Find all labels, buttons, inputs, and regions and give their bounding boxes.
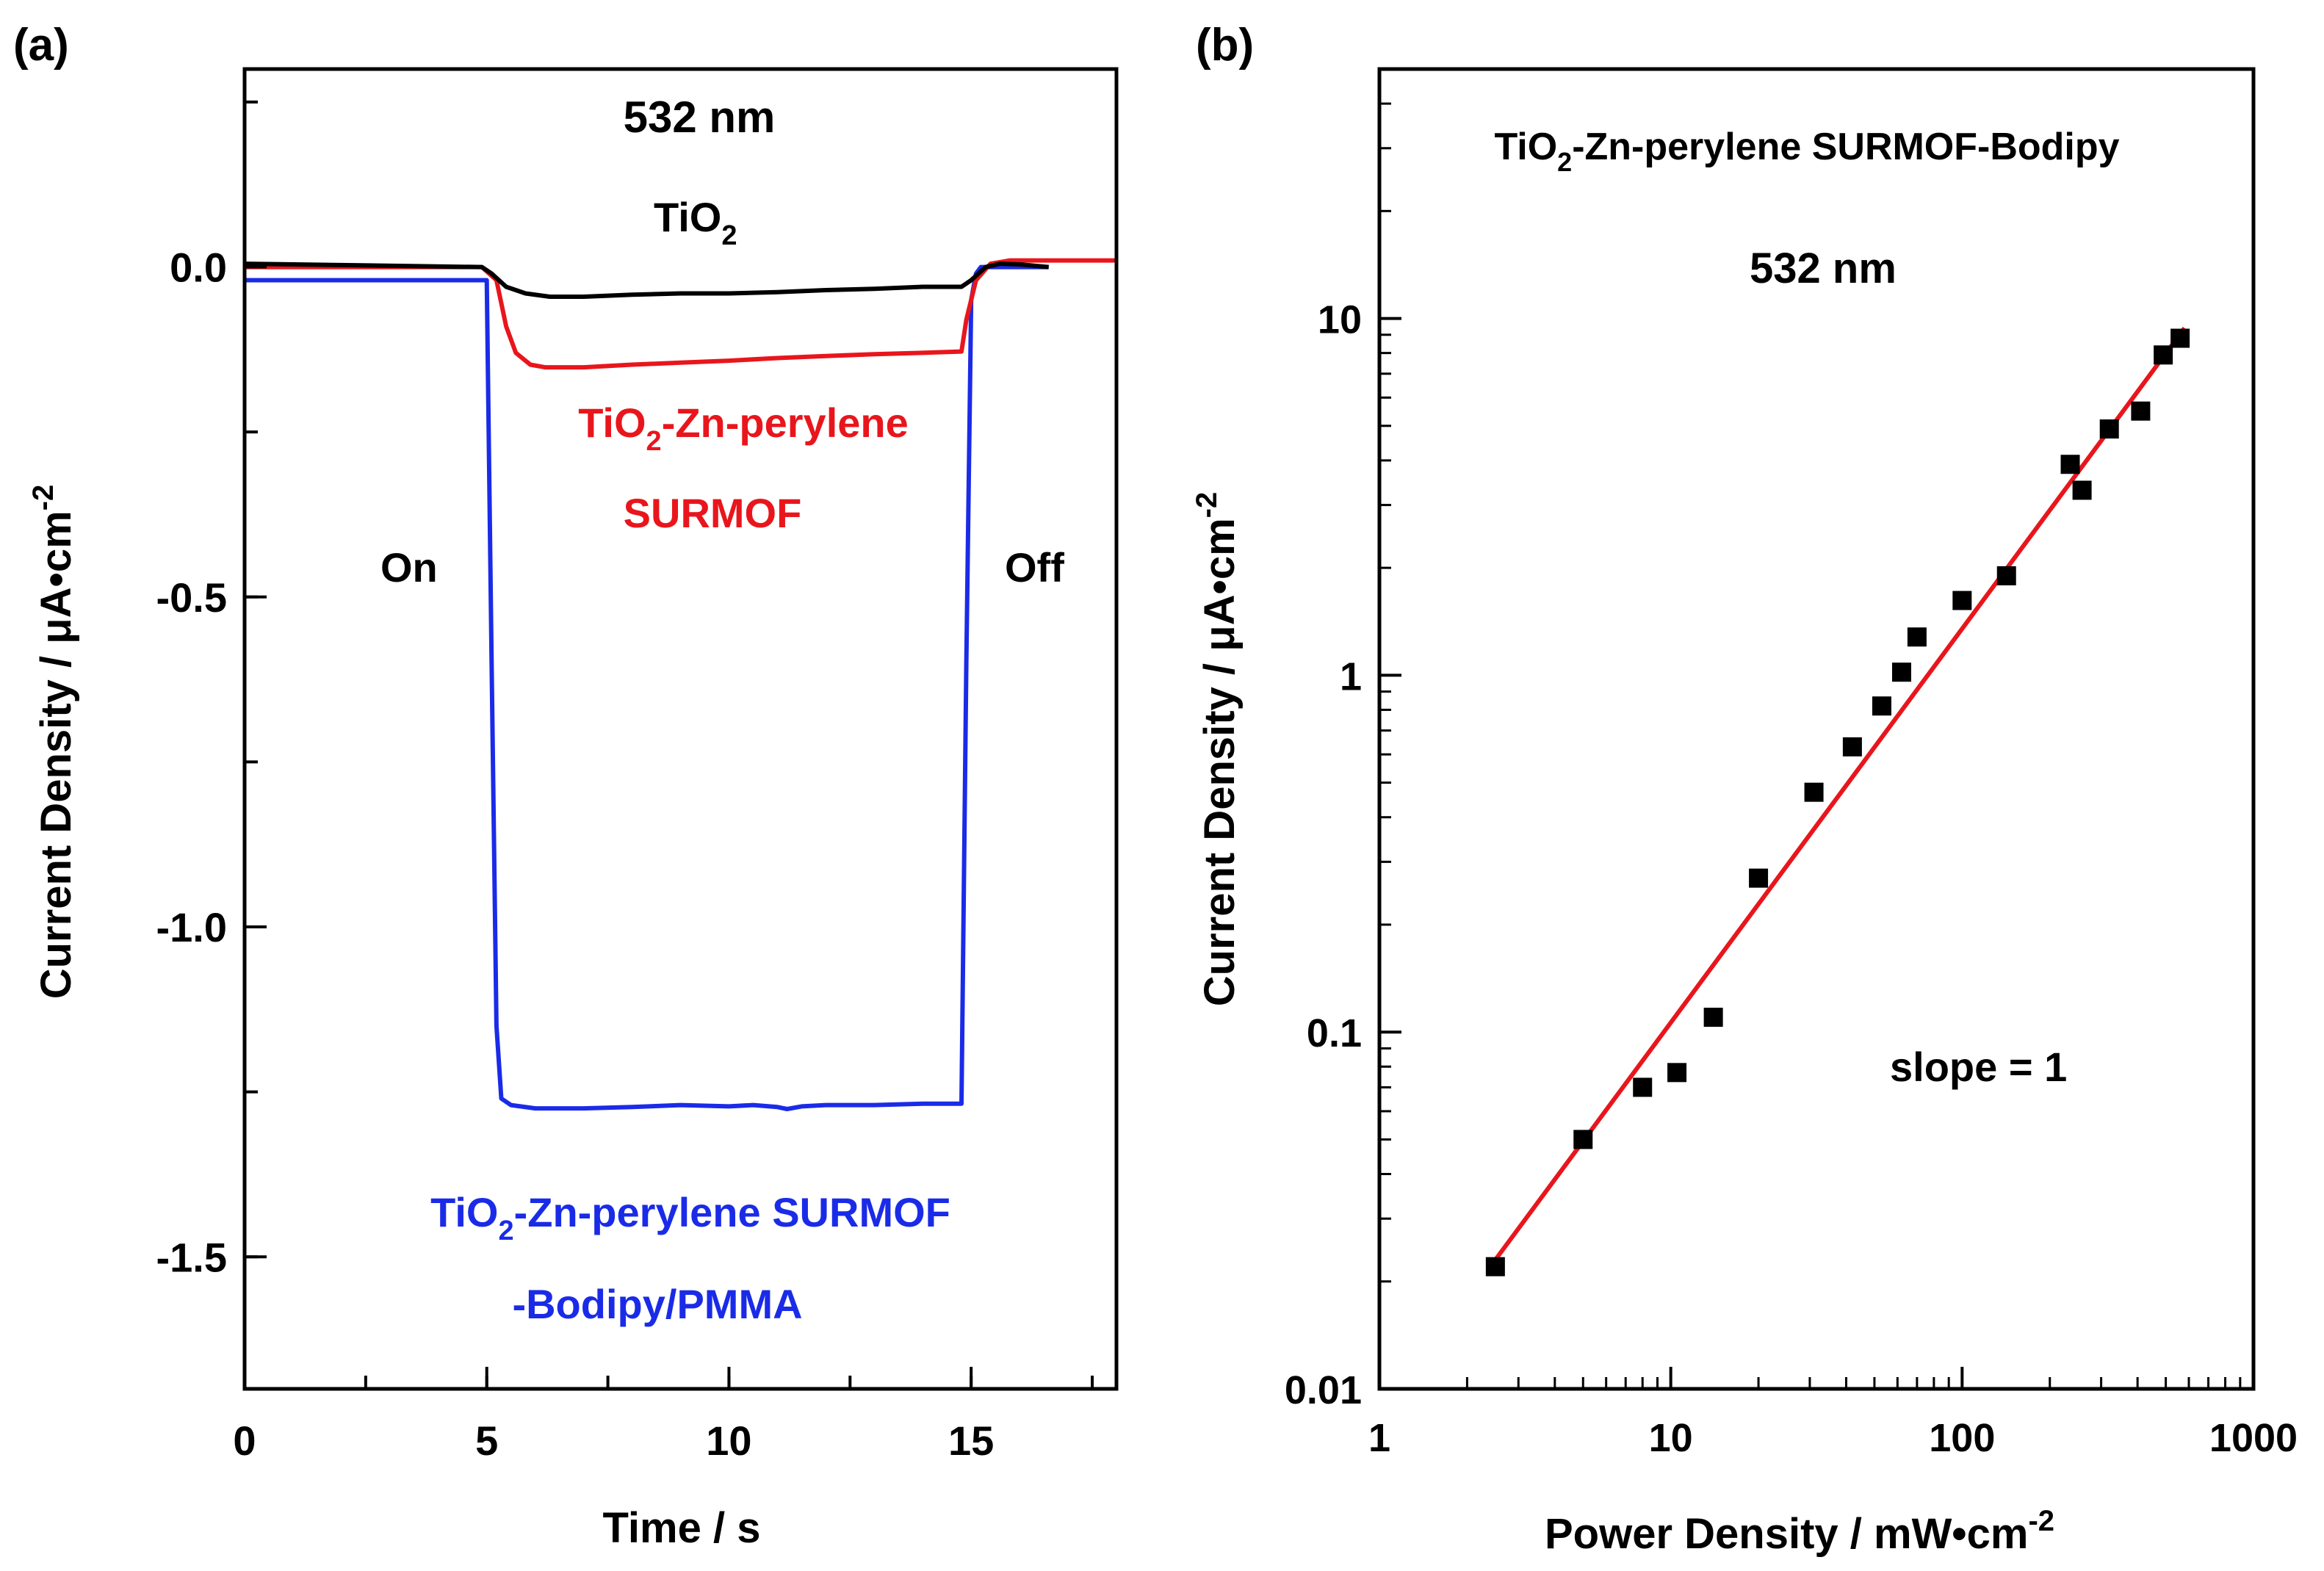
data-point — [1804, 782, 1824, 802]
panel-a-series-label-bodipy-line1: TiO2-Zn-perylene SURMOF — [430, 1189, 950, 1246]
panel-a-y-label-main: Current Density / — [32, 644, 80, 999]
panel-a-x-tick-label: 10 — [706, 1417, 751, 1464]
data-point — [1842, 737, 1862, 756]
panel-a-title: 532 nm — [624, 93, 776, 142]
data-point — [2072, 480, 2092, 500]
panel-a-series-label-surmof-line1: TiO2-Zn-perylene — [578, 400, 909, 457]
panel-a-annotation-off: Off — [1005, 544, 1064, 591]
panel-a-y-tick-label: -1.0 — [156, 904, 228, 950]
panel-b-y-label-unit: μA•cm — [1196, 518, 1244, 651]
surmof-label-base: TiO — [578, 400, 646, 446]
panel-b-x-tick-label: 10 — [1649, 1416, 1693, 1460]
tio2-label-sub: 2 — [721, 220, 737, 251]
data-point — [1485, 1257, 1505, 1276]
panel-a-y-label-unit: μA•cm — [32, 510, 80, 644]
panel-b-x-label-exp: -2 — [2028, 1505, 2054, 1537]
panel-a-series-label-bodipy-line2: -Bodipy/PMMA — [512, 1281, 802, 1327]
data-point — [1952, 591, 1972, 610]
panel-a-axes: 0 5 10 15 0.0 -0.5 -1.0 -1.5 — [156, 100, 1094, 1464]
panel-b-frame — [1377, 67, 2256, 1391]
tio2-label-base: TiO — [654, 194, 721, 240]
panel-a-x-axis-label: Time / s — [603, 1504, 761, 1552]
panel-b-x-tick-label: 100 — [1929, 1416, 1995, 1460]
panel-b-title-base: TiO — [1494, 126, 1557, 168]
data-point — [1907, 627, 1927, 647]
panel-a-label: (a) — [13, 20, 69, 71]
panel-b-label: (b) — [1196, 20, 1254, 71]
panel-a: (a) 0 5 10 150.0-0.5-1.0-1.5 532 nm TiO2 Ti… — [13, 20, 1119, 1552]
panel-b-subtitle: 532 nm — [1750, 245, 1897, 292]
data-point — [1996, 566, 2016, 585]
data-point — [2131, 401, 2151, 421]
panel-a-series-layer — [244, 258, 1116, 1111]
panel-a-y-axis-label: Current Density / μA•cm-2 — [27, 485, 80, 1000]
panel-b-y-tick-label: 0.01 — [1285, 1368, 1362, 1412]
data-point — [1703, 1008, 1723, 1028]
panel-a-x-tick-label: 0 — [233, 1417, 256, 1464]
panel-b-annotation-slope: slope = 1 — [1890, 1044, 2067, 1090]
panel-b-x-label-main: Power Density / mW•cm — [1545, 1510, 2028, 1558]
panel-b-y-axis-label: Current Density / μA•cm-2 — [1191, 492, 1244, 1007]
panel-b-y-tick-label: 10 — [1318, 298, 1362, 342]
panel-b-title: TiO2-Zn-perylene SURMOF-Bodipy — [1494, 126, 2119, 177]
panel-a-series-label-surmof-line2: SURMOF — [624, 490, 802, 536]
data-point — [2099, 419, 2119, 439]
panel-a-x-tick-label: 15 — [948, 1417, 994, 1464]
panel-b: (b) 1 10 100 1000 0.01 0.1 1 10 TiO2-Zn-perylen… — [1191, 20, 2298, 1558]
surmof-label-sub: 2 — [646, 426, 662, 457]
panel-a-y-tick-label: -1.5 — [156, 1234, 228, 1280]
panel-a-frame — [242, 67, 1119, 1391]
bodipy-label-sub: 2 — [498, 1216, 513, 1246]
panel-a-y-label-exp: -2 — [27, 485, 59, 511]
data-point — [1749, 868, 1769, 888]
panel-b-x-axis-label: Power Density / mW•cm-2 — [1545, 1505, 2054, 1558]
data-point — [1573, 1130, 1593, 1149]
series-bodipy-line — [245, 264, 1049, 1111]
panel-b-y-tick-label: 0.1 — [1307, 1011, 1362, 1055]
bodipy-label-base: TiO — [430, 1189, 498, 1235]
bodipy-label-rest: -Zn-perylene SURMOF — [514, 1189, 950, 1235]
surmof-label-rest: -Zn-perylene — [662, 400, 909, 446]
panel-a-x-tick-label: 5 — [475, 1417, 498, 1464]
panel-b-y-label-main: Current Density / — [1196, 651, 1244, 1006]
data-point — [2060, 455, 2080, 474]
panel-b-y-label-exp: -2 — [1191, 492, 1223, 519]
fit-line — [1493, 326, 2187, 1262]
panel-a-y-tick-label: 0.0 — [170, 245, 227, 291]
data-point — [1891, 662, 1911, 682]
data-point — [1667, 1063, 1687, 1083]
series-surmof-line — [245, 258, 1116, 370]
panel-b-axes: 1 10 100 1000 0.01 0.1 1 10 — [1285, 68, 2298, 1460]
data-point — [1872, 696, 1891, 716]
panel-b-title-rest: -Zn-perylene SURMOF-Bodipy — [1572, 126, 2119, 168]
data-point — [1633, 1077, 1653, 1097]
panel-a-y-tick-label: -0.5 — [156, 574, 228, 621]
panel-b-x-tick-label: 1000 — [2209, 1416, 2298, 1460]
panel-b-title-sub: 2 — [1557, 147, 1572, 177]
panel-b-x-tick-label: 1 — [1368, 1416, 1390, 1460]
panel-a-annotation-on: On — [380, 544, 438, 591]
data-point — [2170, 328, 2190, 348]
panel-a-series-label-tio2: TiO2 — [654, 194, 737, 251]
panel-b-series-layer — [1485, 326, 2190, 1276]
series-tio2-line — [244, 261, 1049, 299]
data-point — [2154, 345, 2173, 365]
panel-b-y-tick-label: 1 — [1340, 654, 1362, 698]
